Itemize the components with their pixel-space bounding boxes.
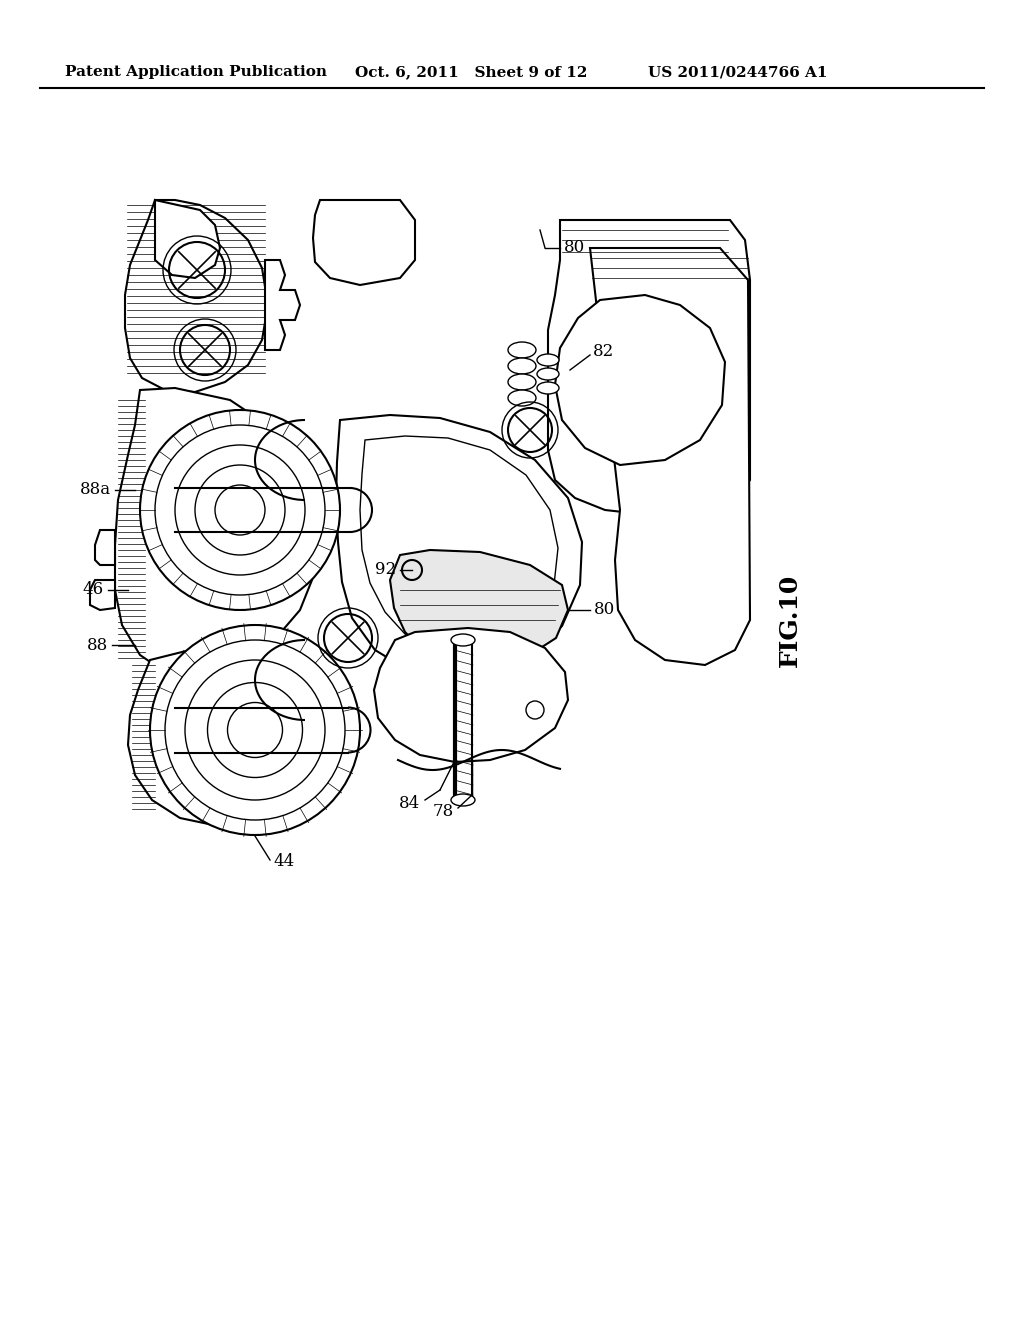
- Text: FIG.10: FIG.10: [778, 573, 802, 667]
- Ellipse shape: [140, 411, 340, 610]
- Ellipse shape: [537, 368, 559, 380]
- Polygon shape: [313, 201, 415, 285]
- Ellipse shape: [451, 795, 475, 807]
- Ellipse shape: [508, 342, 536, 358]
- Text: 88a: 88a: [80, 482, 111, 499]
- Ellipse shape: [208, 682, 302, 777]
- Ellipse shape: [165, 640, 345, 820]
- Polygon shape: [125, 201, 268, 392]
- Text: Patent Application Publication: Patent Application Publication: [65, 65, 327, 79]
- Polygon shape: [90, 579, 115, 610]
- Ellipse shape: [508, 358, 536, 374]
- Polygon shape: [336, 414, 582, 678]
- Polygon shape: [95, 531, 115, 565]
- Text: 82: 82: [593, 343, 614, 360]
- Text: Oct. 6, 2011   Sheet 9 of 12: Oct. 6, 2011 Sheet 9 of 12: [355, 65, 588, 79]
- Polygon shape: [390, 550, 568, 668]
- Text: 80: 80: [564, 239, 586, 256]
- Polygon shape: [128, 649, 348, 826]
- Polygon shape: [555, 294, 725, 465]
- Polygon shape: [115, 388, 318, 678]
- Ellipse shape: [215, 484, 265, 535]
- Polygon shape: [590, 248, 750, 665]
- Polygon shape: [265, 260, 300, 350]
- Ellipse shape: [155, 425, 325, 595]
- Text: 46: 46: [83, 582, 104, 598]
- Text: 92: 92: [375, 561, 396, 578]
- Ellipse shape: [537, 354, 559, 366]
- Ellipse shape: [451, 634, 475, 645]
- Ellipse shape: [175, 445, 305, 576]
- Text: 44: 44: [273, 854, 294, 870]
- Ellipse shape: [537, 381, 559, 393]
- Text: US 2011/0244766 A1: US 2011/0244766 A1: [648, 65, 827, 79]
- Text: 80: 80: [594, 602, 615, 619]
- Ellipse shape: [508, 389, 536, 407]
- Polygon shape: [374, 628, 568, 762]
- Polygon shape: [360, 436, 558, 649]
- Ellipse shape: [227, 702, 283, 758]
- Ellipse shape: [185, 660, 325, 800]
- Text: 78: 78: [433, 804, 454, 821]
- Ellipse shape: [150, 624, 360, 836]
- Ellipse shape: [508, 374, 536, 389]
- Polygon shape: [155, 201, 220, 279]
- Text: 88: 88: [87, 636, 108, 653]
- Polygon shape: [548, 220, 750, 515]
- Text: 84: 84: [398, 795, 420, 812]
- Ellipse shape: [195, 465, 285, 554]
